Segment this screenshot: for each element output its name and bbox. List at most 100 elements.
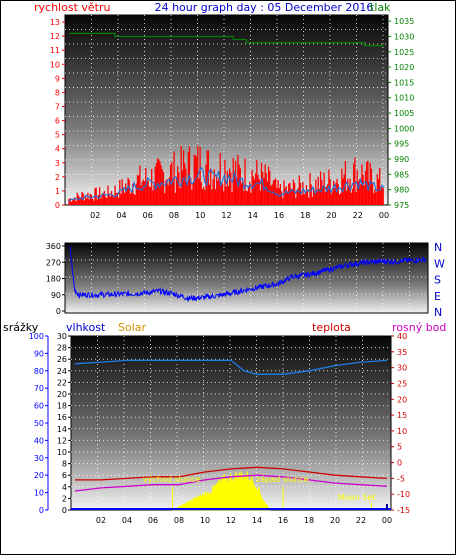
dew-point-line <box>74 474 388 492</box>
rain-y-tick-label: 10 <box>57 448 67 457</box>
pressure-y-tick-label: 1015 <box>394 78 414 87</box>
compass-label: W <box>434 257 445 270</box>
humidity-y-ticks: 0 10 20 30 40 50 60 70 80 90 100 <box>29 332 49 515</box>
temp-x-tick-label: 08 <box>174 516 184 525</box>
wind-x-tick-label: 18 <box>300 211 310 220</box>
temp-x-tick-label: 18 <box>304 516 314 525</box>
direction-y-tick-label: 270 <box>46 258 61 267</box>
direction-grid <box>65 243 428 313</box>
temp-axis-label: teplota <box>312 321 351 334</box>
temp-y-tick-label: -5 <box>397 474 405 483</box>
rain-y-tick-label: 14 <box>57 425 67 434</box>
pressure-y-tick-label: 975 <box>394 201 409 210</box>
wind-y-tick-label: 8 <box>55 88 60 97</box>
wind-y-tick-label: 5 <box>55 131 60 140</box>
rain-y-tick-label: 0 <box>62 506 67 515</box>
rain-y-tick-label: 20 <box>57 390 67 399</box>
temp-y-tick-label: 5 <box>397 443 402 452</box>
wind-x-tick-label: 04 <box>116 211 126 220</box>
humidity-axis-label: vlhkost <box>66 321 106 334</box>
wind-y-tick-label: 7 <box>55 102 60 111</box>
pressure-y-tick-label: 1030 <box>394 32 414 41</box>
temp-y-tick-label: 40 <box>397 332 407 341</box>
solar-axis-label: Solar <box>118 321 147 334</box>
wind-y-tick-label: 13 <box>50 18 60 27</box>
temp-x-tick-label: 00 <box>382 516 392 525</box>
temp-x-tick-label: 10 <box>200 516 210 525</box>
humidity-y-tick-label: 10 <box>34 489 44 498</box>
rain-axis-label: srážky <box>3 321 39 334</box>
rain-y-tick-label: 30 <box>57 332 67 341</box>
humidity-y-tick-label: 90 <box>34 349 44 358</box>
compass-label: N <box>434 241 442 254</box>
rain-y-tick-label: 24 <box>57 367 67 376</box>
temp-x-tick-label: 06 <box>148 516 158 525</box>
humidity-y-tick-label: 60 <box>34 402 44 411</box>
rain-y-tick-label: 22 <box>57 378 67 387</box>
wind-axis-label: rychlost větru <box>34 1 110 14</box>
humidity-y-tick-label: 70 <box>34 384 44 393</box>
temp-x-tick-label: 20 <box>330 516 340 525</box>
temp-x-ticks: 02 04 06 08 10 12 14 16 18 20 22 00 <box>96 516 392 525</box>
wind-marks <box>68 32 385 205</box>
wind-y-tick-label: 10 <box>50 60 60 69</box>
temp-y-tick-label: 15 <box>397 411 407 420</box>
wind-y-tick-label: 12 <box>50 32 60 41</box>
sunrise-label: východ slunce <box>143 475 200 484</box>
rain-y-tick-label: 4 <box>62 483 67 492</box>
compass-label: E <box>434 290 441 303</box>
pressure-axis-label: tlak <box>370 1 391 14</box>
rain-y-tick-label: 8 <box>62 460 67 469</box>
pressure-y-tick-label: 985 <box>394 170 409 179</box>
humidity-line <box>74 359 388 375</box>
wind-x-tick-label: 22 <box>353 211 363 220</box>
wind-x-tick-label: 12 <box>221 211 231 220</box>
wind-x-tick-label: 14 <box>248 211 258 220</box>
humidity-y-tick-label: 20 <box>34 471 44 480</box>
pressure-y-tick-label: 990 <box>394 155 409 164</box>
temp-y-tick-label: 20 <box>397 395 407 404</box>
temp-marks <box>71 359 391 511</box>
compass-label: N <box>434 306 442 319</box>
humidity-y-tick-label: 40 <box>34 436 44 445</box>
humidity-y-tick-label: 50 <box>34 419 44 428</box>
temp-y-tick-label: -15 <box>397 506 410 515</box>
average-wind-line <box>68 166 385 202</box>
temp-y-tick-label: 10 <box>397 427 407 436</box>
wind-direction-line <box>69 245 427 303</box>
pressure-y-ticks: 975 980 985 990 995 1000 1005 1010 1015 1020 1025 1… <box>388 17 414 210</box>
wind-x-tick-label: 20 <box>326 211 336 220</box>
pressure-y-tick-label: 980 <box>394 186 409 195</box>
pressure-y-tick-label: 995 <box>394 140 409 149</box>
temp-y-tick-label: -10 <box>397 490 410 499</box>
wind-y-tick-label: 6 <box>55 117 60 126</box>
wind-y-tick-label: 11 <box>50 46 60 55</box>
moonset-label: Moon Set <box>338 493 375 502</box>
humidity-y-tick-label: 80 <box>34 367 44 376</box>
direction-y-tick-label: 0 <box>56 307 61 316</box>
temp-y-tick-label: 25 <box>397 379 407 388</box>
wind-x-tick-label: 08 <box>169 211 179 220</box>
temp-y-ticks: -15 -10 -5 0 5 10 15 20 25 30 35 40 <box>391 332 410 515</box>
direction-plot-area <box>64 242 429 314</box>
pressure-y-tick-label: 1000 <box>394 124 414 133</box>
direction-y-tick-label: 90 <box>51 291 61 300</box>
compass-label: S <box>434 274 441 287</box>
sunset-label: západ slunce <box>256 475 309 484</box>
wind-plot-area <box>64 14 389 206</box>
temp-x-tick-label: 16 <box>278 516 288 525</box>
wind-x-tick-label: 06 <box>143 211 153 220</box>
wind-y-tick-label: 9 <box>55 74 60 83</box>
pressure-y-tick-label: 1005 <box>394 109 414 118</box>
wind-x-tick-label: 10 <box>195 211 205 220</box>
wind-y-tick-label: 4 <box>55 145 60 154</box>
wind-y-tick-label: 0 <box>55 201 60 210</box>
solar-area <box>171 470 271 511</box>
rain-y-tick-label: 6 <box>62 471 67 480</box>
temp-x-tick-label: 22 <box>356 516 366 525</box>
wind-x-ticks: 02 04 06 08 10 12 14 16 18 20 22 00 <box>90 211 389 220</box>
